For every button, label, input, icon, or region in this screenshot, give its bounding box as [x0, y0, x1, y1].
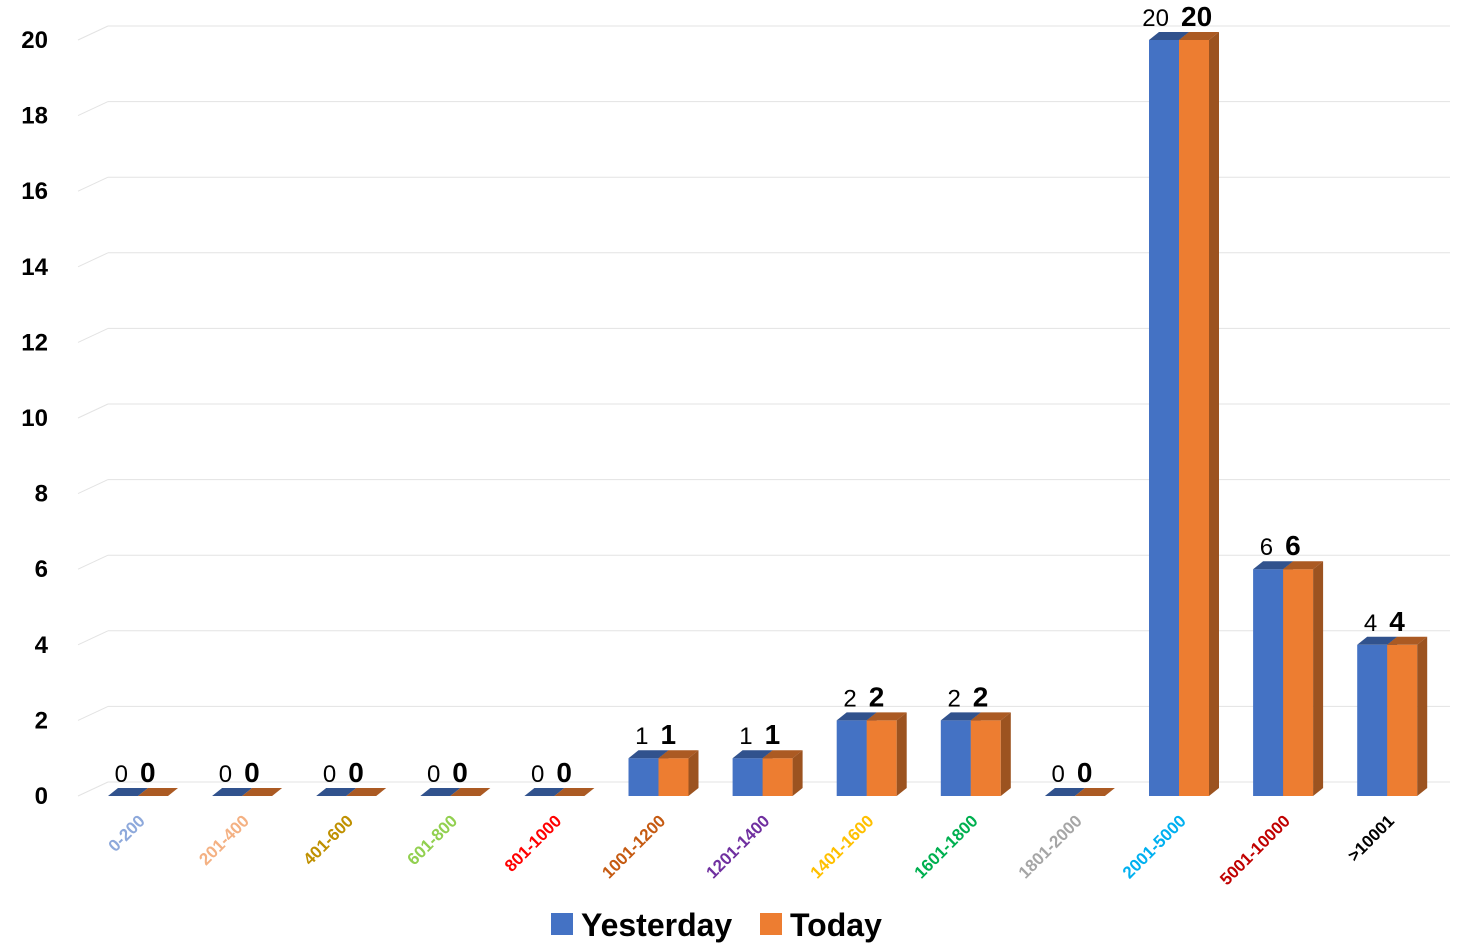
- data-label-yesterday: 0: [115, 761, 128, 788]
- bar-yesterday-5: [524, 788, 565, 797]
- x-tick-label: 1801-2000: [1015, 811, 1086, 882]
- bar-yesterday-1: [108, 788, 148, 797]
- bar-today-11: [1179, 32, 1219, 796]
- gridline-diag: [77, 781, 109, 797]
- bar-today-3: [346, 788, 387, 797]
- data-label-today: 20: [1181, 1, 1212, 32]
- bar-today-7: [762, 750, 803, 796]
- data-label-today: 0: [452, 757, 468, 788]
- bar-today-9: [970, 712, 1011, 796]
- data-label-today: 0: [348, 757, 364, 788]
- y-tick-label: 16: [21, 178, 48, 205]
- gridline-diag: [77, 176, 109, 192]
- y-tick-label: 2: [35, 707, 48, 734]
- bar-today-13: [1387, 636, 1428, 796]
- bars: [108, 32, 1428, 797]
- data-label-yesterday: 4: [1364, 610, 1377, 637]
- bar-yesterday-10: [1044, 788, 1085, 797]
- y-tick-label: 0: [35, 783, 48, 810]
- gridline-diag: [77, 630, 109, 646]
- data-label-yesterday: 1: [739, 723, 752, 750]
- legend-swatch-yesterday: [551, 913, 573, 935]
- bar-today-5: [554, 788, 595, 797]
- gridline-diag: [77, 25, 109, 41]
- legend-item-today[interactable]: Today: [760, 907, 882, 943]
- bar-today-10: [1074, 788, 1115, 797]
- x-tick-label: 1001-1200: [598, 811, 669, 882]
- data-label-yesterday: 0: [427, 761, 440, 788]
- bar-today-8: [866, 712, 907, 796]
- y-tick-label: 6: [35, 556, 48, 583]
- gridline-diag: [77, 554, 109, 570]
- data-label-today: 2: [869, 681, 885, 712]
- y-tick-label: 10: [21, 405, 48, 432]
- bar-yesterday-3: [316, 788, 357, 797]
- x-tick-label: 5001-10000: [1216, 811, 1294, 889]
- data-label-yesterday: 0: [1052, 761, 1065, 788]
- data-label-yesterday: 2: [947, 685, 960, 712]
- legend[interactable]: Yesterday Today: [551, 907, 882, 943]
- gridlines: [77, 25, 1450, 797]
- y-tick-label: 14: [21, 254, 48, 281]
- data-label-yesterday: 0: [531, 761, 544, 788]
- y-tick-label: 12: [21, 329, 48, 356]
- data-label-today: 0: [140, 757, 156, 788]
- data-label-today: 2: [973, 681, 989, 712]
- data-label-today: 0: [556, 757, 572, 788]
- y-tick-label: 18: [21, 103, 48, 130]
- legend-swatch-today: [760, 913, 782, 935]
- data-label-today: 6: [1285, 530, 1301, 561]
- gridline-diag: [77, 479, 109, 495]
- gridline-diag: [77, 705, 109, 721]
- y-axis: 0 2 4 6 8 10 12 14 16 18 20: [21, 27, 48, 810]
- x-tick-label: 601-800: [404, 811, 462, 869]
- legend-label-today: Today: [790, 907, 882, 943]
- bar-yesterday-2: [212, 788, 253, 797]
- x-tick-label: 801-1000: [501, 811, 565, 875]
- data-label-yesterday: 1: [635, 723, 648, 750]
- data-label-yesterday: 0: [323, 761, 336, 788]
- gridline-diag: [77, 327, 109, 343]
- bar-today-12: [1283, 561, 1324, 796]
- data-label-yesterday: 6: [1260, 534, 1273, 561]
- data-label-yesterday: 0: [219, 761, 232, 788]
- x-tick-label: 1201-1400: [702, 811, 773, 882]
- x-axis: 0-200 201-400 401-600 601-800 801-1000 1001-1…: [105, 811, 1398, 889]
- x-tick-label: 201-400: [195, 811, 253, 869]
- data-label-today: 0: [1077, 757, 1093, 788]
- data-labels: 0 0 0 0 0 0 0 0 0 01 1 1 12 2 2 20 020 206 64 4: [115, 1, 1406, 788]
- legend-item-yesterday[interactable]: Yesterday: [551, 907, 732, 943]
- y-tick-label: 8: [35, 481, 48, 508]
- x-tick-label: 0-200: [105, 811, 149, 855]
- bar-today-2: [242, 788, 283, 797]
- bar-today-4: [450, 788, 491, 797]
- y-tick-label: 20: [21, 27, 48, 54]
- x-tick-label: 2001-5000: [1119, 811, 1190, 882]
- data-label-today: 0: [244, 757, 260, 788]
- data-label-yesterday: 20: [1142, 5, 1169, 32]
- bar-yesterday-4: [420, 788, 461, 797]
- data-label-yesterday: 2: [843, 685, 856, 712]
- gridline-diag: [77, 101, 109, 117]
- x-tick-label: 401-600: [299, 811, 357, 869]
- bar-today-6: [658, 750, 699, 796]
- x-tick-label: 1401-1600: [807, 811, 878, 882]
- data-label-today: 1: [661, 719, 677, 750]
- x-tick-label: 1601-1800: [911, 811, 982, 882]
- gridline-diag: [77, 252, 109, 268]
- data-label-today: 1: [765, 719, 781, 750]
- y-tick-label: 4: [35, 632, 49, 659]
- legend-label-yesterday: Yesterday: [581, 907, 732, 943]
- gridline-diag: [77, 403, 109, 419]
- bar-today-1: [138, 788, 178, 797]
- x-tick-label: >10001: [1344, 811, 1398, 865]
- data-label-today: 4: [1389, 606, 1405, 637]
